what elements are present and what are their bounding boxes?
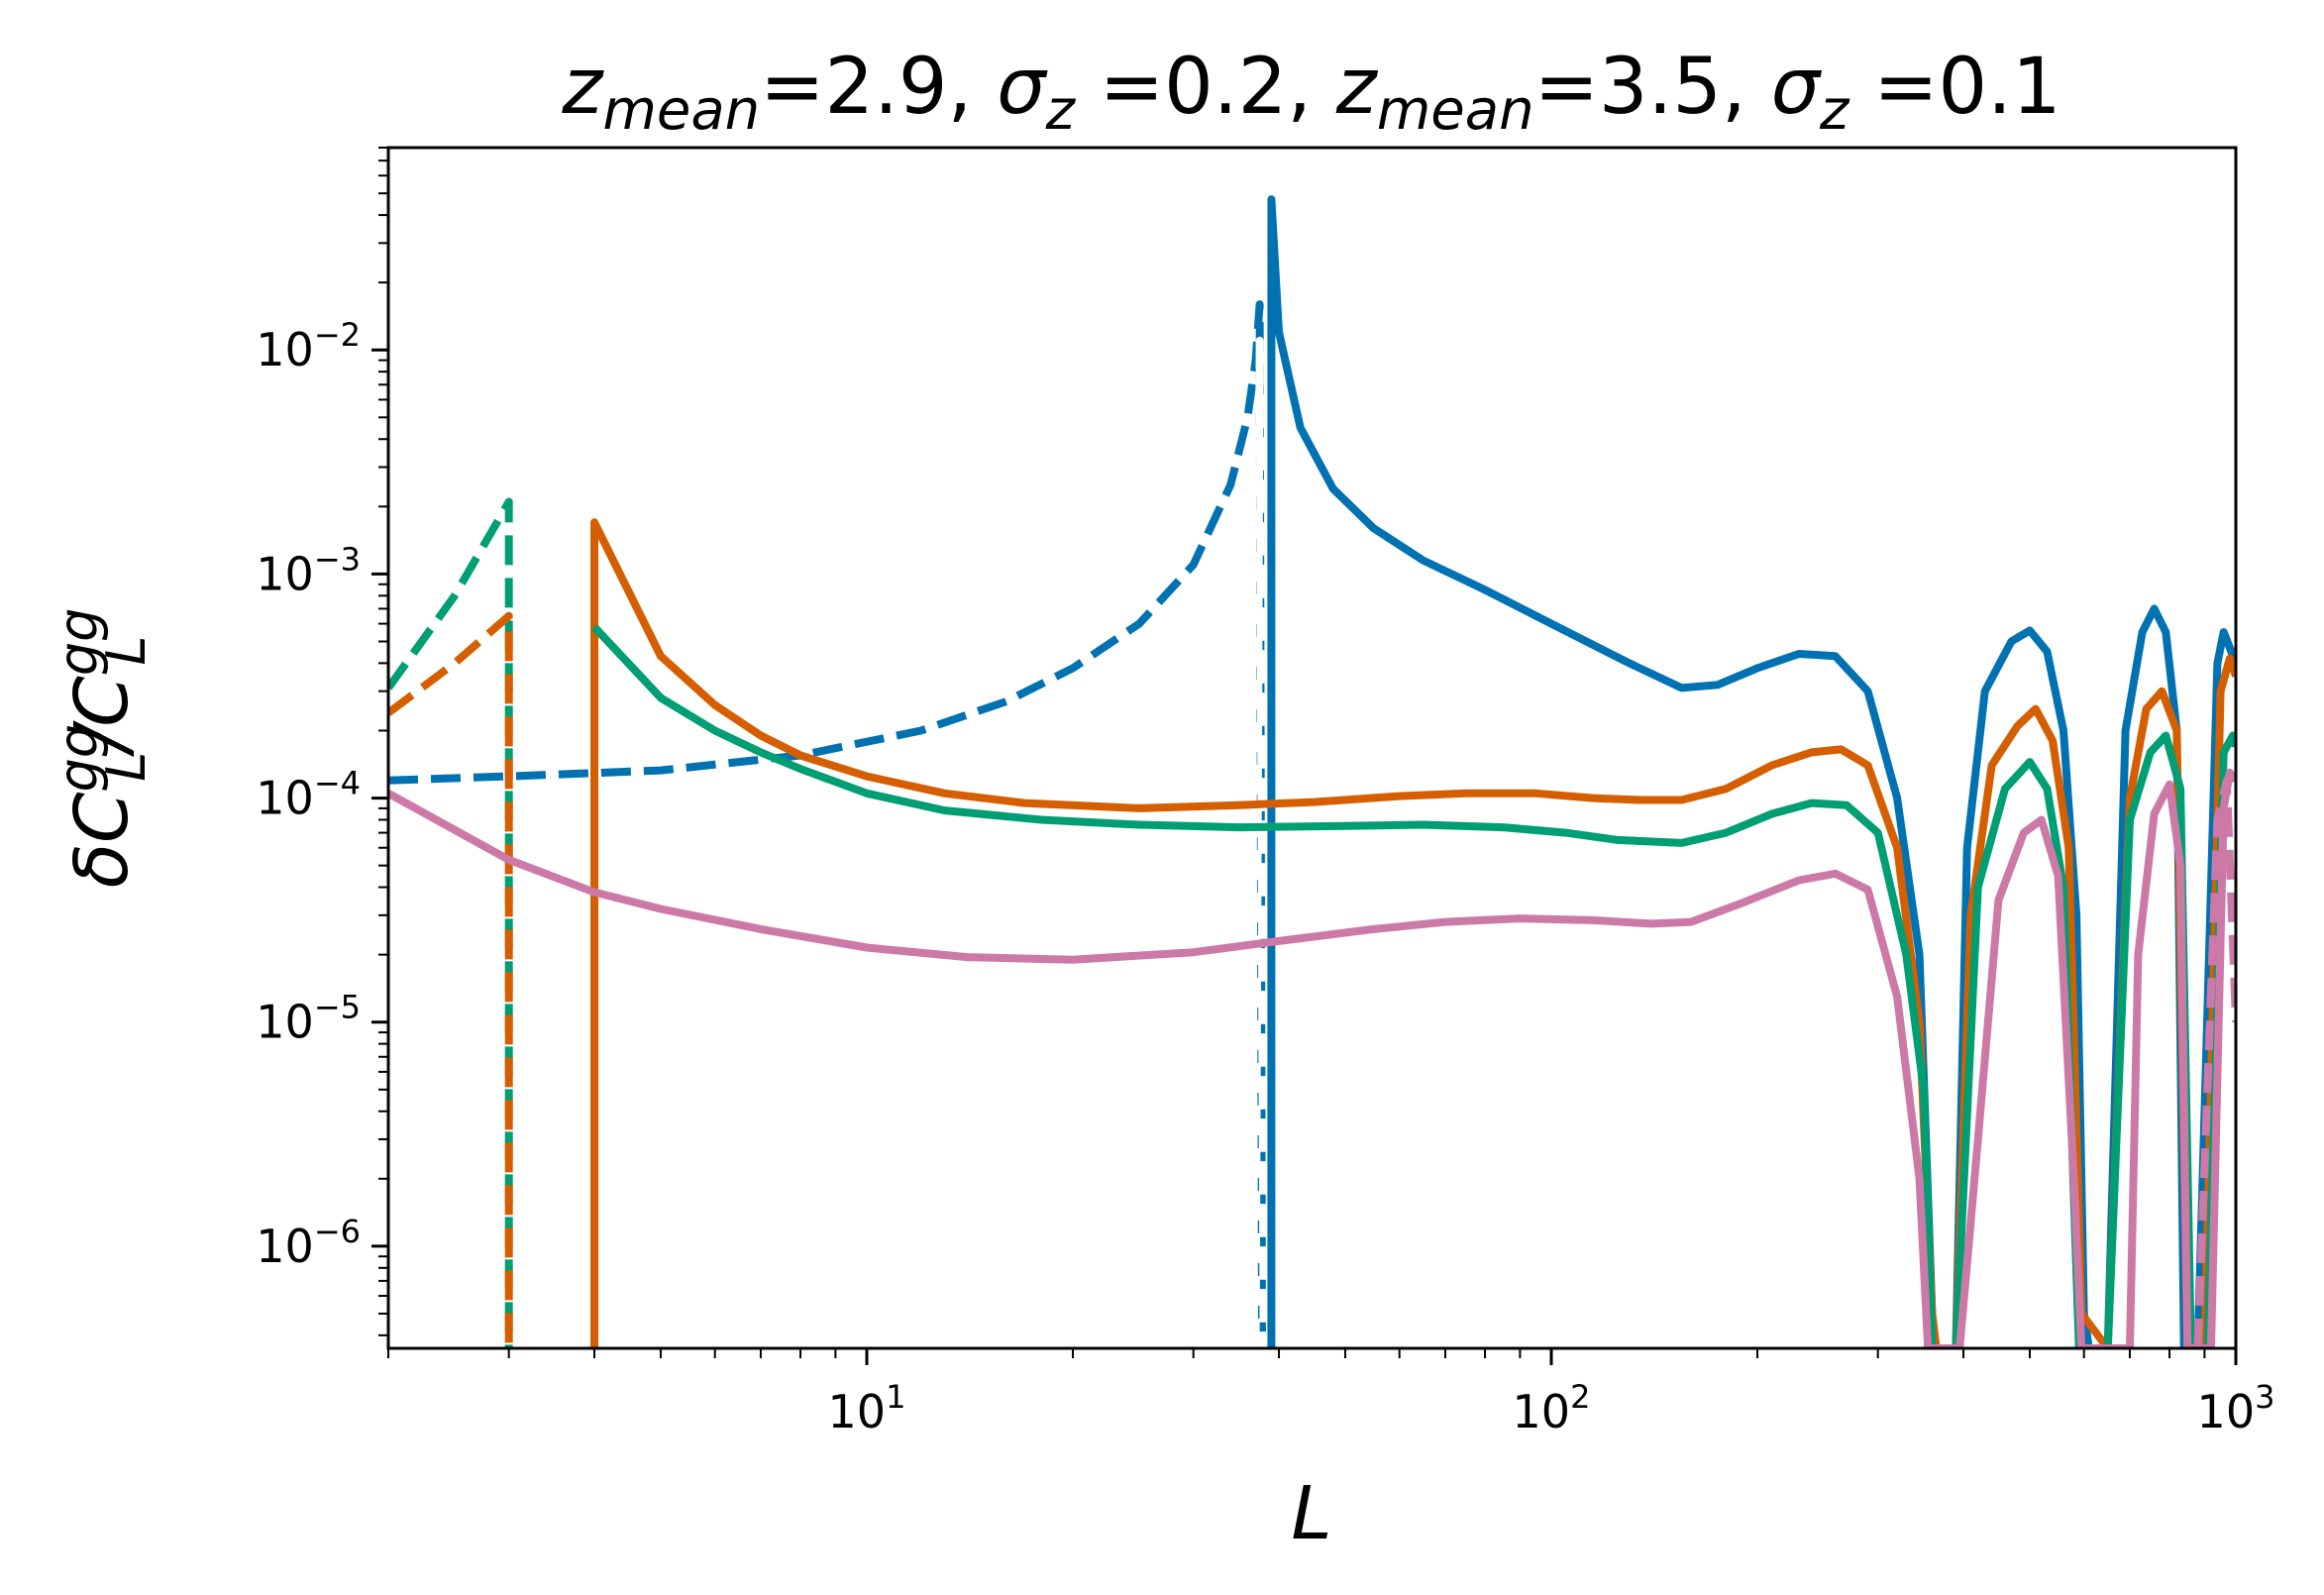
y-axis-label: δCggL/CggL (48, 608, 158, 889)
y-tick-label: 10−6 (256, 1213, 361, 1273)
tick-base: 10 (828, 1385, 887, 1438)
x-tick-label: 103 (2197, 1378, 2275, 1438)
label-part: σ (1771, 43, 1823, 132)
label-part: mean (1377, 78, 1534, 143)
tick-exponent: 2 (1570, 1378, 1590, 1416)
label-part: z (561, 43, 604, 132)
series-line-green-solid (591, 624, 2236, 1348)
tick-exponent: −5 (314, 989, 361, 1026)
x-axis-label: L (1291, 1471, 1331, 1556)
label-part: δC (59, 792, 145, 888)
label-part: =0.1 (1849, 43, 2060, 132)
tick-base: 10 (1513, 1385, 1571, 1438)
series-line-white-dashed (1251, 336, 1268, 1348)
series-group (388, 195, 2236, 1348)
label-part: mean (602, 78, 760, 143)
tick-exponent: −6 (314, 1213, 361, 1250)
series-line-orange-dashed (388, 611, 513, 1348)
series-line-orange-solid (590, 518, 2236, 1348)
label-part: L (95, 636, 158, 666)
plot-frame (386, 146, 2238, 1350)
label-part: z (1819, 78, 1850, 143)
label-part: gg (48, 724, 110, 793)
tick-base: 10 (2197, 1385, 2256, 1438)
tick-exponent: 1 (886, 1378, 905, 1416)
tick-exponent: −2 (314, 316, 361, 354)
x-tick-label: 102 (1513, 1378, 1591, 1438)
tick-base: 10 (256, 772, 314, 825)
label-part: =3.5, (1534, 43, 1771, 132)
label-part: gg (48, 608, 110, 677)
label-part: L (95, 752, 158, 782)
y-tick-label: 10−4 (256, 765, 361, 825)
label-part: z (1335, 43, 1379, 132)
y-tick-label: 10−3 (256, 540, 361, 600)
tick-base: 10 (256, 996, 314, 1049)
x-tick-label: 101 (828, 1378, 906, 1438)
label-part: =2.9, (760, 43, 997, 132)
tick-base: 10 (256, 323, 314, 376)
series-line-green-dashed (388, 497, 513, 1348)
label-part: z (1045, 78, 1077, 143)
chart-title: zmean=2.9, σz =0.2, zmean=3.5, σz =0.1 (561, 43, 2060, 143)
label-part: σ (997, 43, 1048, 132)
tick-exponent: −4 (314, 765, 361, 802)
label-part: =0.2, (1075, 43, 1336, 132)
series-line-blue-dashed (388, 300, 1266, 1348)
series-line-pink-dashed (2193, 776, 2236, 1348)
tick-base: 10 (256, 1220, 314, 1273)
tick-exponent: 3 (2255, 1378, 2274, 1416)
series-line-pink-solid (388, 768, 2236, 1348)
tick-base: 10 (256, 547, 314, 600)
tick-exponent: −3 (314, 540, 361, 578)
label-part: /C (59, 676, 145, 758)
y-tick-label: 10−5 (256, 989, 361, 1049)
series-line-blue-solid (1267, 195, 2236, 1348)
y-tick-label: 10−2 (256, 316, 361, 376)
